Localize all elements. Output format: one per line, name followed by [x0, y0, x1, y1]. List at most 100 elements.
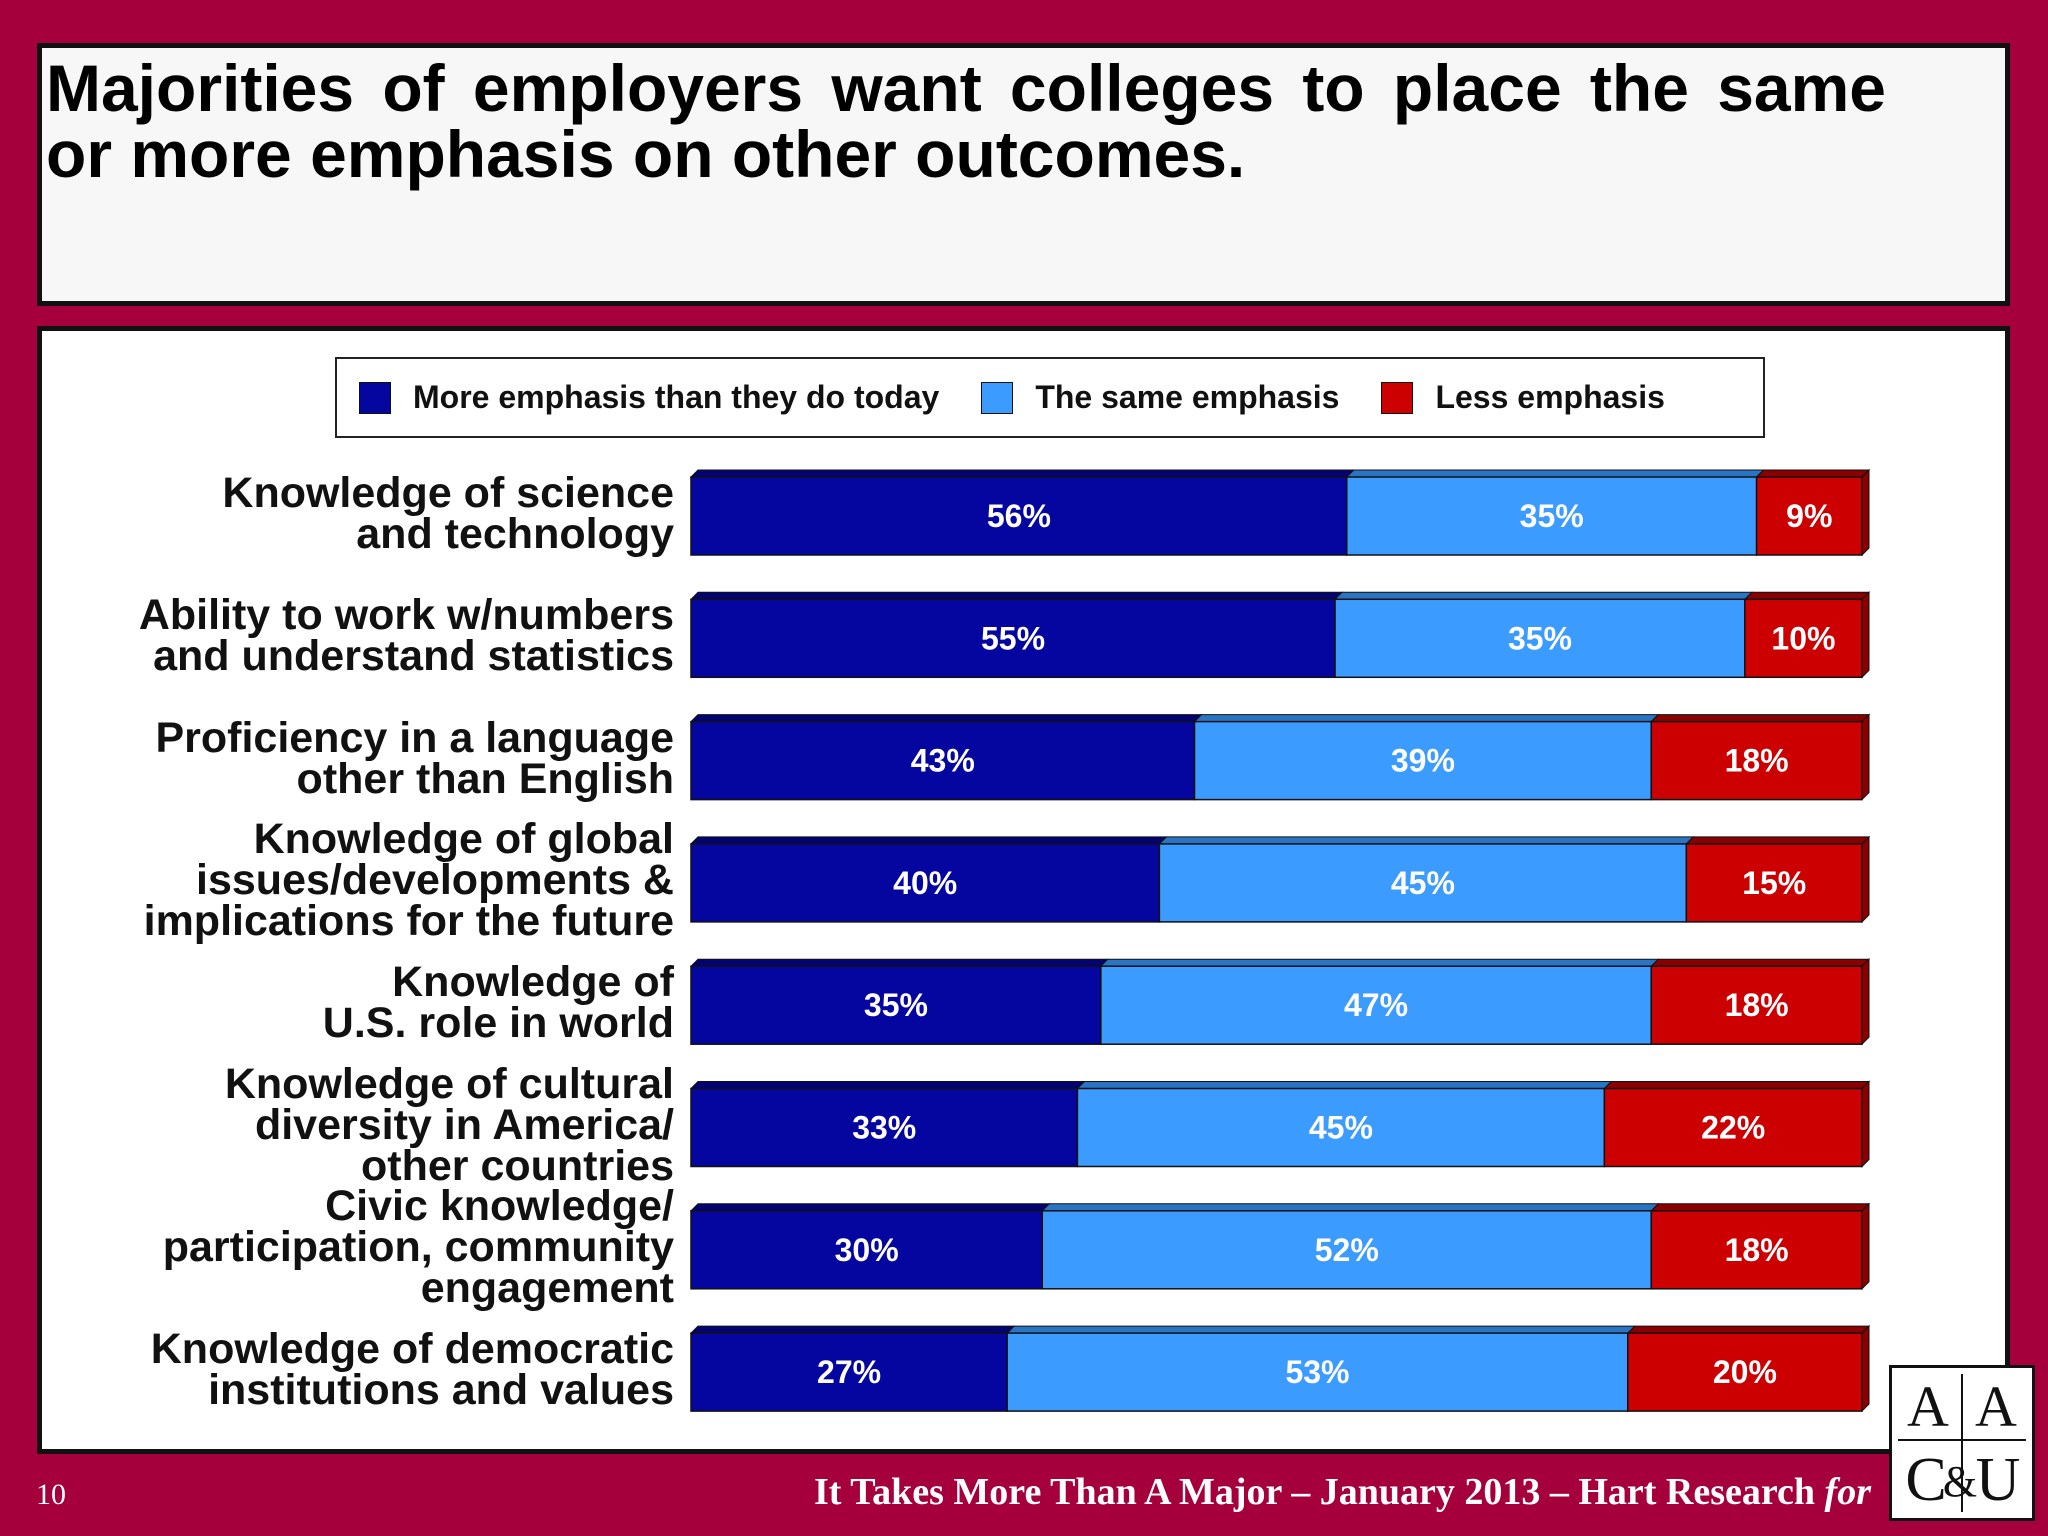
bar-top-more-1	[689, 591, 1344, 600]
category-label-2: Proficiency in a language other than Eng…	[155, 713, 674, 803]
bar-more-4	[690, 965, 1102, 1045]
bar-side-7	[1861, 1324, 1870, 1413]
title-panel	[37, 43, 2010, 306]
bar-side-3	[1861, 835, 1870, 924]
bar-same-5	[1076, 1087, 1606, 1168]
data-label-same-3: 45%	[1391, 865, 1455, 901]
data-label-less-4: 18%	[1725, 987, 1789, 1023]
bar-more-7	[690, 1332, 1008, 1412]
category-label-1: Ability to work w/numbers and understand…	[138, 591, 674, 681]
bar-side-0	[1861, 468, 1870, 557]
data-label-less-1: 10%	[1771, 620, 1835, 656]
data-label-same-1: 35%	[1508, 620, 1572, 656]
data-label-more-3: 40%	[893, 865, 957, 901]
svg-text:U: U	[1976, 1446, 2021, 1514]
bar-top-less-0	[1755, 469, 1871, 478]
bar-top-less-1	[1743, 591, 1871, 600]
bar-more-0	[690, 476, 1348, 556]
bar-less-2	[1650, 720, 1863, 801]
bar-top-same-6	[1041, 1203, 1660, 1212]
svg-text:A: A	[1975, 1374, 2017, 1439]
bar-same-7	[1006, 1332, 1629, 1412]
bar-top-same-5	[1076, 1081, 1613, 1089]
data-label-same-0: 35%	[1520, 498, 1584, 534]
bar-more-3	[690, 843, 1161, 923]
bar-less-5	[1603, 1087, 1863, 1168]
data-label-more-6: 30%	[835, 1232, 899, 1268]
bar-side-2	[1861, 713, 1870, 801]
bar-top-same-4	[1099, 958, 1660, 967]
footer-for-word: for	[1824, 1471, 1871, 1513]
bar-top-same-0	[1345, 469, 1765, 478]
legend-label-same: The same emphasis	[1035, 379, 1340, 415]
category-label-5: Knowledge of cultural diversity in Ameri…	[224, 1060, 674, 1190]
svg-text:A: A	[1907, 1374, 1949, 1439]
bar-side-1	[1861, 591, 1870, 679]
bar-same-3	[1158, 843, 1688, 923]
bar-top-more-2	[689, 714, 1203, 723]
bar-side-5	[1861, 1080, 1870, 1168]
data-label-more-7: 27%	[817, 1354, 881, 1390]
bar-less-7	[1627, 1332, 1863, 1412]
bar-more-1	[690, 598, 1336, 679]
bar-top-more-6	[689, 1203, 1051, 1212]
bar-top-more-4	[689, 958, 1110, 967]
bar-same-6	[1041, 1210, 1652, 1290]
svg-text:C: C	[1905, 1446, 1946, 1514]
bar-top-less-5	[1603, 1081, 1871, 1089]
legend-swatch-less	[1381, 381, 1414, 414]
data-label-same-7: 53%	[1285, 1354, 1349, 1390]
bar-less-4	[1650, 965, 1863, 1045]
bar-more-2	[690, 720, 1196, 801]
bar-top-more-7	[689, 1325, 1016, 1334]
bar-side-6	[1861, 1202, 1870, 1291]
data-label-more-4: 35%	[864, 987, 928, 1023]
page-number: 10	[36, 1478, 66, 1511]
legend-label-more: More emphasis than they do today	[413, 379, 940, 415]
bar-more-6	[690, 1210, 1044, 1290]
bar-top-less-3	[1685, 836, 1871, 845]
bar-top-less-4	[1650, 958, 1871, 967]
footer-citation: It Takes More Than A Major – January 201…	[814, 1470, 1871, 1514]
bar-less-1	[1744, 598, 1863, 679]
data-label-less-0: 9%	[1786, 498, 1832, 534]
data-label-less-2: 18%	[1725, 743, 1789, 779]
bar-top-more-0	[689, 469, 1355, 478]
chart-legend: More emphasis than they do today The sam…	[335, 357, 1765, 438]
bar-same-4	[1100, 965, 1652, 1045]
data-label-same-4: 47%	[1344, 987, 1408, 1023]
bar-same-1	[1334, 598, 1746, 679]
data-label-same-6: 52%	[1315, 1232, 1379, 1268]
data-label-more-5: 33%	[852, 1110, 916, 1146]
svg-text:&: &	[1943, 1457, 1977, 1506]
bar-top-more-5	[689, 1081, 1086, 1089]
bar-top-same-7	[1005, 1325, 1637, 1334]
category-label-4: Knowledge of U.S. role in world	[322, 958, 674, 1048]
category-label-3: Knowledge of global issues/developments …	[143, 815, 674, 946]
data-label-less-5: 22%	[1701, 1110, 1765, 1146]
page-title: Majorities of employers want colleges to…	[46, 51, 1886, 191]
bar-top-less-7	[1626, 1325, 1871, 1334]
data-label-more-1: 55%	[981, 620, 1045, 656]
bar-side-4	[1861, 957, 1870, 1046]
bar-same-0	[1346, 476, 1758, 556]
legend-item-less: Less emphasis	[1381, 379, 1665, 416]
bar-top-same-2	[1193, 714, 1660, 723]
bar-less-0	[1755, 476, 1863, 556]
data-label-more-2: 43%	[911, 743, 975, 779]
data-label-less-6: 18%	[1725, 1232, 1789, 1268]
legend-swatch-same	[981, 381, 1014, 414]
category-label-0: Knowledge of science and technology	[222, 469, 674, 558]
bar-top-same-3	[1158, 836, 1695, 845]
category-label-7: Knowledge of democratic institutions and…	[150, 1325, 674, 1415]
data-label-less-7: 20%	[1713, 1354, 1777, 1390]
legend-label-less: Less emphasis	[1435, 379, 1665, 415]
data-label-same-5: 45%	[1309, 1110, 1373, 1146]
bar-top-less-6	[1650, 1203, 1871, 1212]
aacu-logo: A A C & U	[1889, 1365, 2035, 1521]
data-label-same-2: 39%	[1391, 743, 1455, 779]
data-label-more-0: 56%	[987, 498, 1051, 534]
bar-top-more-3	[689, 836, 1168, 845]
aacu-logo-mark: A A C & U	[1898, 1374, 2026, 1514]
